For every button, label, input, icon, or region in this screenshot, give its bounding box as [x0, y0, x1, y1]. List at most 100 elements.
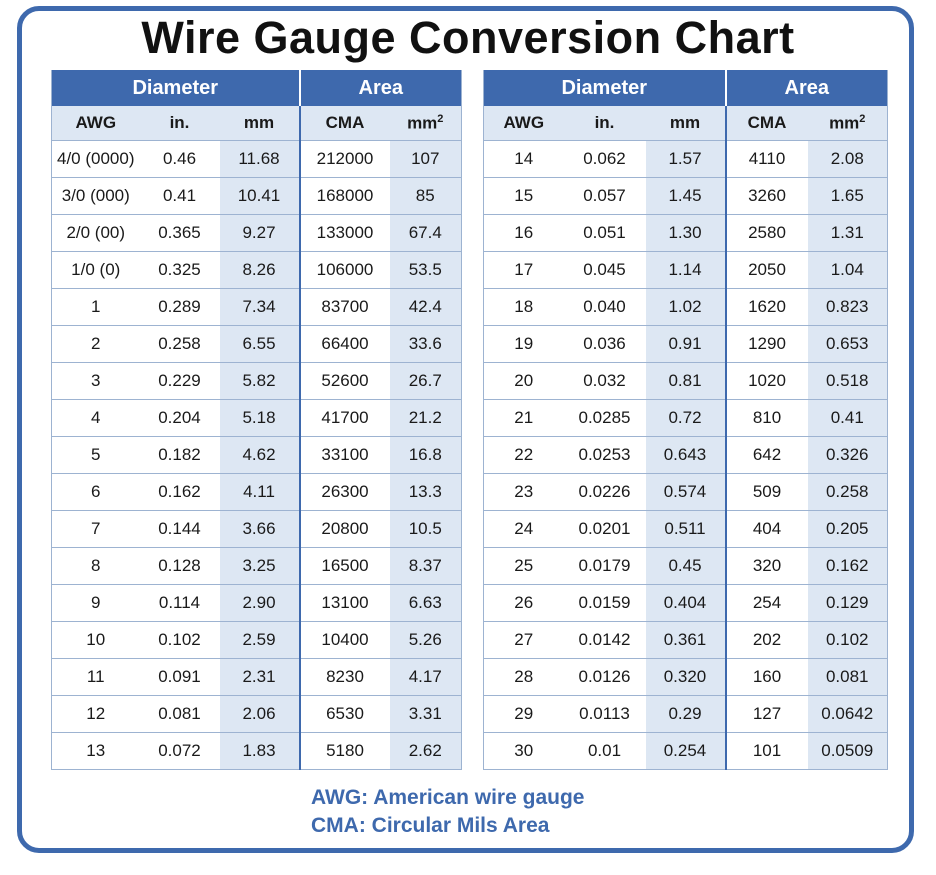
col-header-awg: AWG: [51, 106, 140, 141]
cell-cma: 101: [724, 732, 808, 770]
cell-in: 0.0226: [563, 473, 646, 511]
diameter-group-header: Diameter: [483, 70, 726, 106]
col-header-cma: CMA: [298, 106, 390, 141]
cell-awg: 19: [483, 325, 564, 363]
cell-awg: 22: [483, 436, 564, 474]
cell-mm: 0.45: [645, 547, 726, 585]
table-row: 19 0.036 0.91 1290 0.653: [483, 325, 888, 363]
cell-in: 0.081: [139, 695, 220, 733]
cell-mm2: 107: [389, 140, 462, 178]
page-title: Wire Gauge Conversion Chart: [141, 12, 795, 63]
cell-in: 0.182: [139, 436, 220, 474]
cell-in: 0.229: [139, 362, 220, 400]
cell-cma: 10400: [298, 621, 390, 659]
table-row: 25 0.0179 0.45 320 0.162: [483, 547, 888, 585]
cell-cma: 168000: [298, 177, 390, 215]
table-row: 1/0 (0) 0.325 8.26 106000 53.5: [51, 251, 462, 289]
cell-cma: 642: [724, 436, 808, 474]
cell-cma: 404: [724, 510, 808, 548]
col-header-awg: AWG: [483, 106, 564, 141]
cell-mm: 2.90: [219, 584, 300, 622]
cell-in: 0.258: [139, 325, 220, 363]
cell-mm: 0.81: [645, 362, 726, 400]
cell-mm: 1.02: [645, 288, 726, 326]
cell-mm: 0.91: [645, 325, 726, 363]
cell-cma: 5180: [298, 732, 390, 770]
table-row: 8 0.128 3.25 16500 8.37: [51, 547, 462, 585]
mm2-superscript: 2: [859, 112, 866, 125]
col-header-mm: mm: [219, 106, 300, 141]
cell-mm: 1.30: [645, 214, 726, 252]
cell-in: 0.365: [139, 214, 220, 252]
cell-mm: 0.643: [645, 436, 726, 474]
cell-mm2: 21.2: [389, 399, 462, 437]
cell-awg: 20: [483, 362, 564, 400]
cell-in: 0.032: [563, 362, 646, 400]
cell-awg: 23: [483, 473, 564, 511]
cell-in: 0.057: [563, 177, 646, 215]
cell-cma: 4110: [724, 140, 808, 178]
mm2-label: mm: [407, 113, 438, 133]
table-row: 4/0 (0000) 0.46 11.68 212000 107: [51, 140, 462, 178]
cell-in: 0.114: [139, 584, 220, 622]
cell-awg: 29: [483, 695, 564, 733]
cell-mm: 3.66: [219, 510, 300, 548]
cell-mm2: 0.518: [807, 362, 888, 400]
table-row: 10 0.102 2.59 10400 5.26: [51, 621, 462, 659]
cell-mm2: 0.162: [807, 547, 888, 585]
col-header-mm2: mm2: [389, 106, 462, 141]
cell-mm2: 3.31: [389, 695, 462, 733]
cell-awg: 9: [51, 584, 140, 622]
table-row: 16 0.051 1.30 2580 1.31: [483, 214, 888, 252]
cell-cma: 6530: [298, 695, 390, 733]
cell-in: 0.0253: [563, 436, 646, 474]
cell-mm2: 2.08: [807, 140, 888, 178]
cell-mm2: 0.205: [807, 510, 888, 548]
table-row: 4 0.204 5.18 41700 21.2: [51, 399, 462, 437]
cell-mm2: 0.258: [807, 473, 888, 511]
cell-awg: 28: [483, 658, 564, 696]
cell-cma: 16500: [298, 547, 390, 585]
table-row: 17 0.045 1.14 2050 1.04: [483, 251, 888, 289]
table-row: 9 0.114 2.90 13100 6.63: [51, 584, 462, 622]
cell-cma: 106000: [298, 251, 390, 289]
cell-cma: 52600: [298, 362, 390, 400]
cell-cma: 202: [724, 621, 808, 659]
cell-awg: 4/0 (0000): [51, 140, 140, 178]
cell-in: 0.144: [139, 510, 220, 548]
table-row: 6 0.162 4.11 26300 13.3: [51, 473, 462, 511]
cell-awg: 1/0 (0): [51, 251, 140, 289]
cell-cma: 20800: [298, 510, 390, 548]
cell-mm: 0.72: [645, 399, 726, 437]
col-header-in: in.: [139, 106, 220, 141]
table-row: 11 0.091 2.31 8230 4.17: [51, 658, 462, 696]
cell-mm: 1.57: [645, 140, 726, 178]
table-row: 3 0.229 5.82 52600 26.7: [51, 362, 462, 400]
table-row: 20 0.032 0.81 1020 0.518: [483, 362, 888, 400]
cell-mm2: 0.0642: [807, 695, 888, 733]
cell-mm2: 1.65: [807, 177, 888, 215]
cell-awg: 24: [483, 510, 564, 548]
cell-in: 0.0285: [563, 399, 646, 437]
cell-mm2: 5.26: [389, 621, 462, 659]
cell-cma: 127: [724, 695, 808, 733]
cell-mm: 2.59: [219, 621, 300, 659]
cell-in: 0.102: [139, 621, 220, 659]
cell-cma: 1020: [724, 362, 808, 400]
cell-mm2: 1.04: [807, 251, 888, 289]
cell-mm: 0.361: [645, 621, 726, 659]
cell-mm2: 2.62: [389, 732, 462, 770]
cell-in: 0.289: [139, 288, 220, 326]
cell-in: 0.091: [139, 658, 220, 696]
cell-in: 0.46: [139, 140, 220, 178]
cell-mm: 11.68: [219, 140, 300, 178]
table-row: 15 0.057 1.45 3260 1.65: [483, 177, 888, 215]
area-group-header: Area: [724, 70, 888, 106]
cell-awg: 4: [51, 399, 140, 437]
cell-mm: 1.83: [219, 732, 300, 770]
cell-mm: 0.404: [645, 584, 726, 622]
cell-in: 0.162: [139, 473, 220, 511]
cell-awg: 16: [483, 214, 564, 252]
cell-in: 0.01: [563, 732, 646, 770]
cell-mm2: 85: [389, 177, 462, 215]
